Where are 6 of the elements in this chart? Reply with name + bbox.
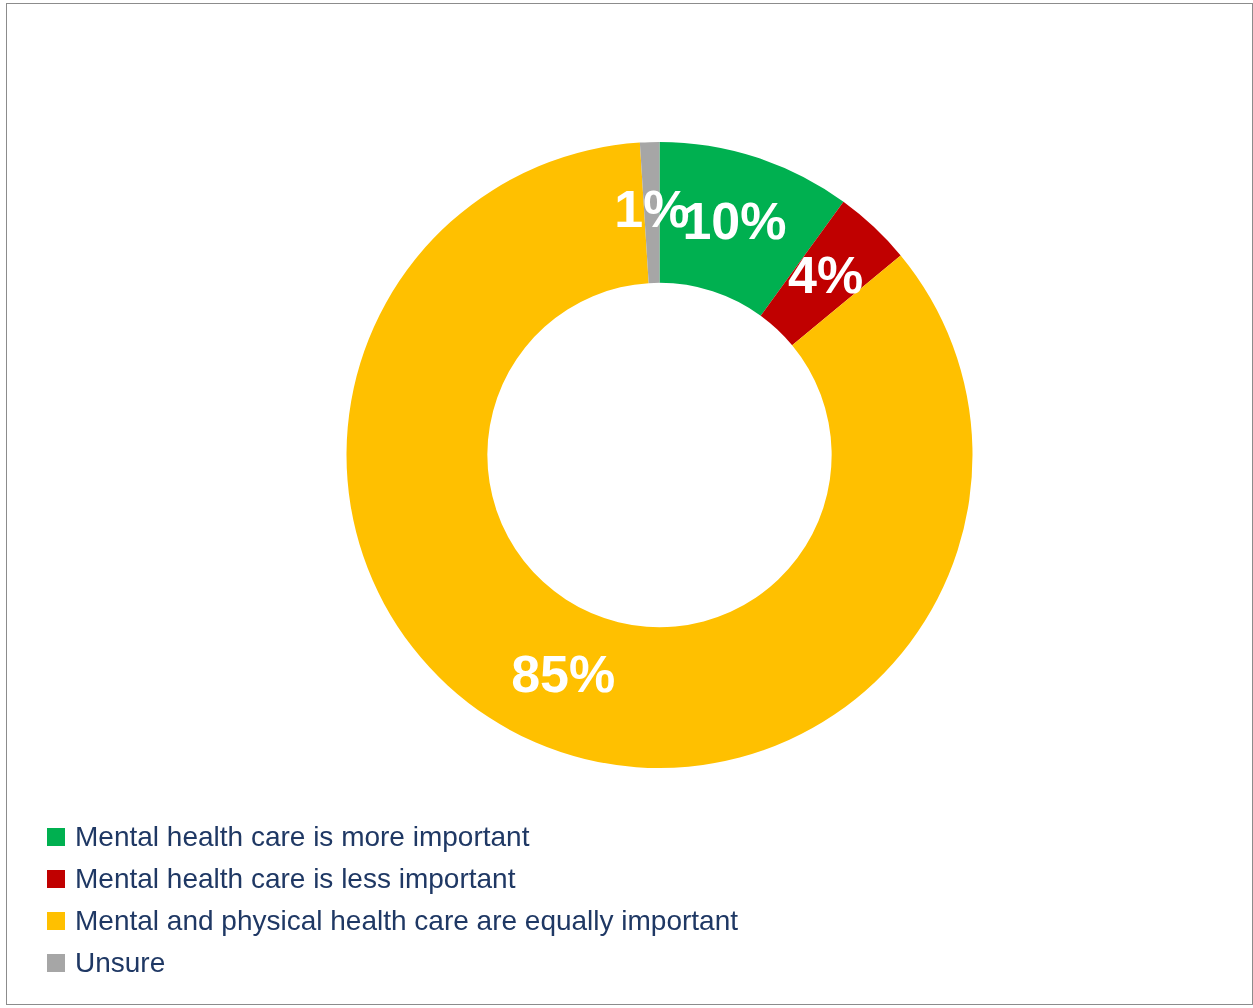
legend-label: Mental health care is less important [75, 863, 516, 895]
data-label: 85% [511, 644, 616, 703]
legend-label: Mental and physical health care are equally important [75, 905, 739, 937]
legend-label: Unsure [75, 947, 166, 979]
legend-label: Mental health care is more important [75, 821, 530, 853]
data-label: 4% [787, 245, 864, 304]
